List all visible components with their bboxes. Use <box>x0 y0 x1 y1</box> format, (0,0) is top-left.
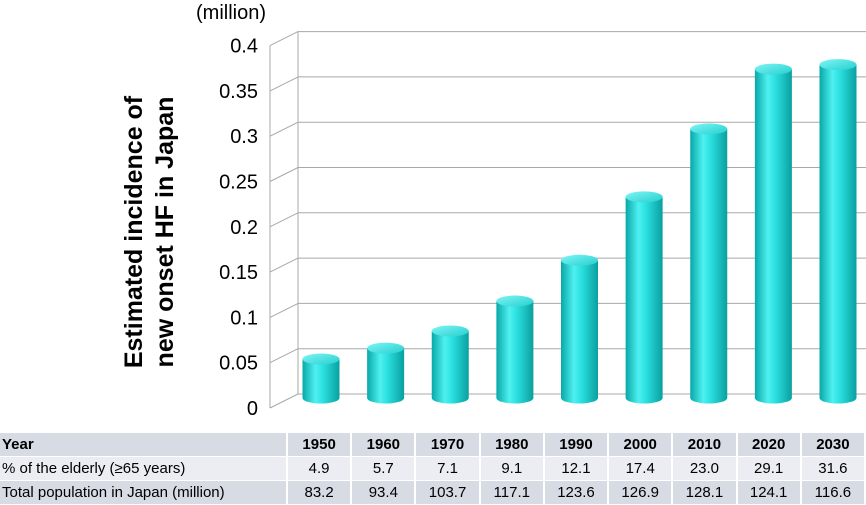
table-header-label: Year <box>0 433 288 457</box>
table-cell: 117.1 <box>479 480 545 505</box>
y-tick-label: 0 <box>247 398 258 420</box>
year-cell: 2010 <box>672 433 738 457</box>
y-tick-label: 0.4 <box>230 36 258 58</box>
table-cell: 4.9 <box>287 456 353 481</box>
bar-1960 <box>367 342 405 404</box>
chart: (million) Estimated incidence of new ons… <box>120 2 866 420</box>
year-cell: 2020 <box>736 433 802 457</box>
table-row-elderly: % of the elderly (≥65 years) 4.9 5.7 7.1… <box>0 456 866 481</box>
table-cell: 9.1 <box>479 456 545 481</box>
table-cell: 17.4 <box>608 456 674 481</box>
y-tick-label: 0.35 <box>219 81 258 103</box>
table-row-population: Total population in Japan (million) 83.2… <box>0 480 866 505</box>
bar-2000 <box>625 191 663 404</box>
year-cell: 2030 <box>800 433 866 457</box>
table-cell: 103.7 <box>415 480 481 505</box>
y-tick-label: 0.25 <box>219 172 258 194</box>
table-cell: 29.1 <box>736 456 802 481</box>
table-cell: 31.6 <box>800 456 866 481</box>
y-unit-label: (million) <box>196 2 266 24</box>
table-header-row: Year 1950 1960 1970 1980 1990 2000 2010 … <box>0 433 866 457</box>
table-cell: 123.6 <box>543 480 610 505</box>
year-cell: 1950 <box>287 433 353 457</box>
bar-1950 <box>302 353 340 404</box>
bar-1980 <box>496 295 534 404</box>
data-table: Year 1950 1960 1970 1980 1990 2000 2010 … <box>0 433 866 505</box>
table-cell: 128.1 <box>672 480 738 505</box>
y-tick-label: 0.2 <box>230 217 258 239</box>
gridline <box>269 31 866 47</box>
bar-1970 <box>431 325 469 404</box>
year-cell: 1980 <box>479 433 545 457</box>
table-cell: 7.1 <box>415 456 481 481</box>
table-cell: 83.2 <box>287 480 353 505</box>
table-cell: 23.0 <box>672 456 738 481</box>
year-cell: 1960 <box>351 433 417 457</box>
year-cell: 1970 <box>415 433 481 457</box>
year-cell: 1990 <box>543 433 610 457</box>
table-cell: 12.1 <box>543 456 610 481</box>
year-cell: 2000 <box>608 433 674 457</box>
bar-chart-plot: 0 0.05 0.1 0.15 0.2 0.25 0.3 0.35 0.4 <box>219 31 866 420</box>
bar-2010 <box>690 123 728 404</box>
bar-2020 <box>754 63 792 404</box>
table-cell: 116.6 <box>800 480 866 505</box>
y-tick-label: 0.1 <box>230 307 258 329</box>
y-tick-label: 0.15 <box>219 262 258 284</box>
y-tick-label: 0.05 <box>219 353 258 375</box>
bar-1990 <box>561 254 598 404</box>
table-cell: 5.7 <box>351 456 417 481</box>
table-cell: 126.9 <box>608 480 674 505</box>
y-tick-label: 0.3 <box>230 126 258 148</box>
bar-2030 <box>819 59 857 404</box>
row-label: Total population in Japan (million) <box>0 480 288 505</box>
table-cell: 93.4 <box>351 480 417 505</box>
row-label: % of the elderly (≥65 years) <box>0 456 288 481</box>
table-cell: 124.1 <box>736 480 802 505</box>
